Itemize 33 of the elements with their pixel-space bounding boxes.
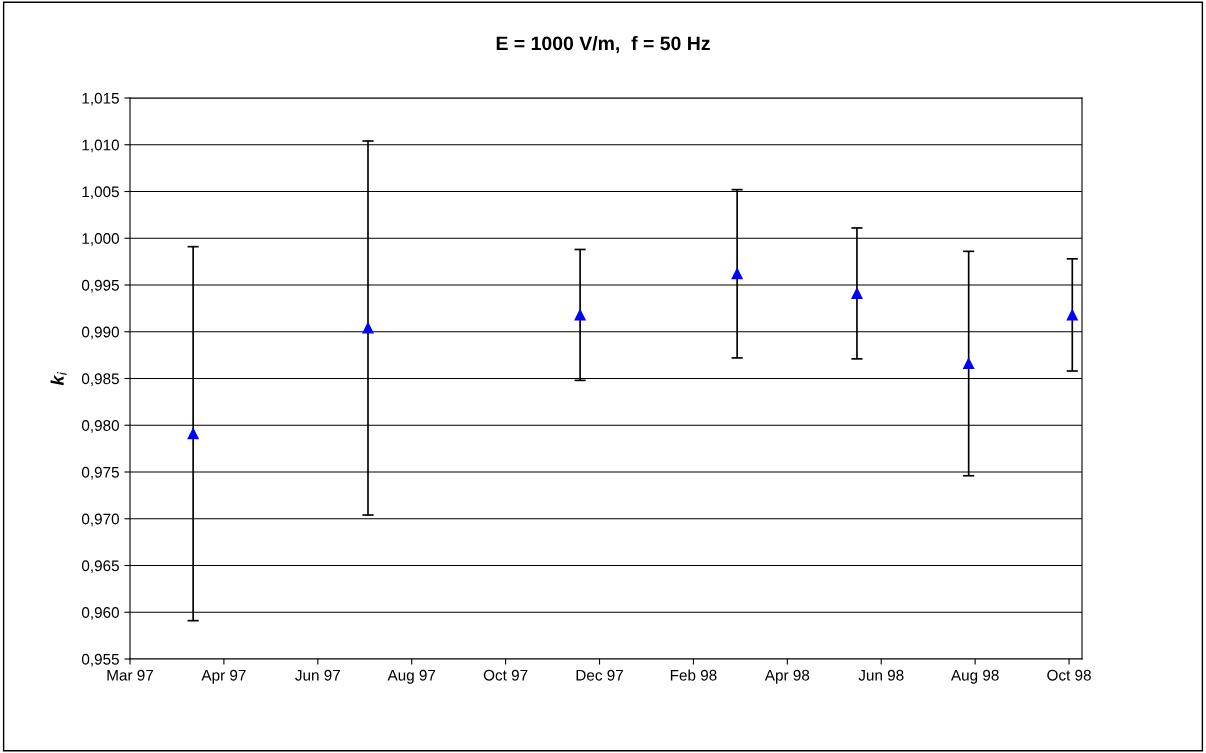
point	[187, 428, 199, 440]
x-tick-label: Jun 98	[858, 669, 904, 681]
point	[963, 357, 975, 370]
y-tick-label: 0,955	[81, 653, 119, 667]
y-tick-label: 0,975	[81, 466, 119, 480]
x-tick-label: Feb 98	[670, 669, 717, 681]
point	[574, 309, 586, 321]
x-tick-label: Mar 97	[107, 669, 154, 681]
x-tick-label: Dec 97	[576, 669, 623, 681]
x-tick-label: Aug 98	[950, 669, 999, 684]
y-tick-label: 1,005	[82, 186, 119, 199]
y-tick-label: 0,960	[81, 607, 119, 620]
y-tick-label: 1,015	[82, 92, 119, 106]
x-tick-label: Oct 98	[1047, 669, 1091, 681]
x-tick-label: Jun 97	[295, 669, 340, 681]
y-tick-label: 0,985	[81, 373, 119, 386]
point	[851, 287, 863, 299]
y-tick-label: 0,995	[81, 279, 119, 293]
y-tick-label: 0,980	[81, 420, 119, 433]
y-tick-label: 0,970	[81, 513, 119, 527]
y-tick-label: 1,000	[82, 233, 119, 246]
x-tick-label: Apr 98	[764, 669, 810, 684]
point	[731, 268, 743, 280]
x-tick-label: Oct 97	[483, 669, 528, 681]
point	[362, 322, 374, 334]
y-tick-label: 0,965	[81, 560, 119, 573]
y-axis-title: k$_{i}$	[50, 371, 67, 386]
x-tick-label: Aug 97	[387, 669, 436, 684]
y-tick-label: 0,990	[81, 326, 119, 340]
point	[1066, 309, 1078, 321]
x-tick-label: Apr 97	[201, 669, 246, 684]
y-tick-label: 1,010	[82, 139, 119, 153]
chart-title: E = 1000 V/m, f = 50 Hz	[496, 35, 710, 54]
